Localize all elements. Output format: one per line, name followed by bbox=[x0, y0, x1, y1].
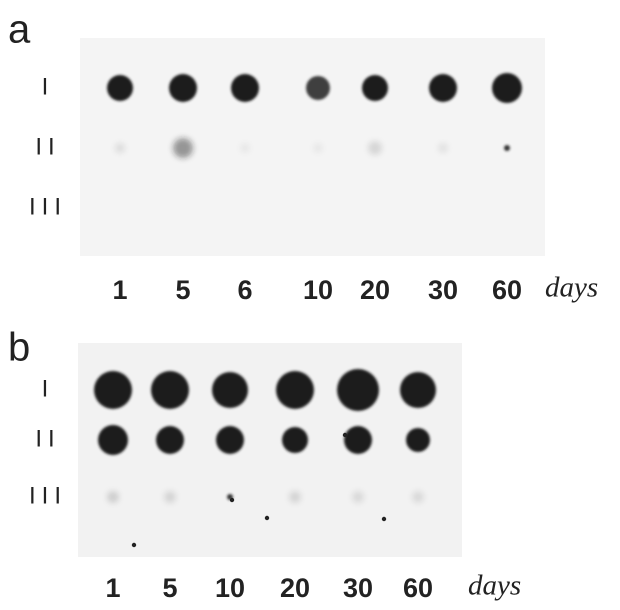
speck bbox=[132, 543, 136, 547]
blot-spot bbox=[173, 138, 193, 158]
column-label: 20 bbox=[360, 275, 390, 305]
blot-spot bbox=[231, 74, 259, 102]
blot-spot bbox=[406, 428, 430, 452]
blot-spot bbox=[282, 427, 308, 453]
column-label: 30 bbox=[343, 573, 373, 603]
row-label: III bbox=[29, 482, 67, 509]
blot-spot bbox=[504, 145, 510, 151]
blot-b bbox=[78, 343, 462, 557]
figure: a b days days IIIIII15610203060IIIIII151… bbox=[0, 0, 620, 610]
blot-spot bbox=[240, 143, 250, 153]
blot-spot bbox=[164, 491, 176, 503]
blot-a bbox=[80, 38, 545, 256]
column-label: 10 bbox=[303, 275, 333, 305]
blot-spot bbox=[212, 372, 248, 408]
blot-spot bbox=[429, 74, 457, 102]
blot-spot bbox=[151, 371, 189, 409]
blot-spot bbox=[368, 141, 382, 155]
column-label: 5 bbox=[175, 275, 190, 305]
blot-spot bbox=[107, 491, 119, 503]
blot-spot bbox=[313, 143, 323, 153]
unit-label: days bbox=[468, 570, 521, 602]
column-label: 30 bbox=[428, 275, 458, 305]
blot-spot bbox=[492, 73, 522, 103]
row-label: I bbox=[42, 375, 55, 402]
panel-label: a bbox=[8, 8, 31, 52]
blot-spot bbox=[362, 75, 388, 101]
blot-spot bbox=[289, 491, 301, 503]
column-label: 5 bbox=[162, 573, 177, 603]
blot-spot bbox=[94, 371, 132, 409]
row-label: II bbox=[35, 425, 60, 452]
blot-spot bbox=[344, 426, 372, 454]
column-label: 60 bbox=[492, 275, 522, 305]
blot-spot bbox=[400, 372, 436, 408]
blot-spot bbox=[156, 426, 184, 454]
speck bbox=[265, 516, 269, 520]
blot-spot bbox=[98, 425, 128, 455]
speck bbox=[382, 517, 386, 521]
column-label: 1 bbox=[112, 275, 127, 305]
column-label: 60 bbox=[403, 573, 433, 603]
blot-spot bbox=[115, 143, 125, 153]
blot-spot bbox=[107, 75, 133, 101]
row-label: I bbox=[42, 73, 55, 100]
blot-spot bbox=[352, 491, 364, 503]
blot-spot bbox=[306, 76, 330, 100]
column-label: 10 bbox=[215, 573, 245, 603]
panel-label: b bbox=[8, 326, 30, 370]
column-label: 6 bbox=[237, 275, 252, 305]
row-label: III bbox=[29, 193, 67, 220]
blot-spot bbox=[438, 143, 448, 153]
column-label: 20 bbox=[280, 573, 310, 603]
speck bbox=[343, 433, 347, 437]
blot-spot bbox=[216, 426, 244, 454]
blot-spot bbox=[169, 74, 197, 102]
unit-label: days bbox=[545, 272, 598, 304]
blot-spot bbox=[412, 491, 424, 503]
column-label: 1 bbox=[105, 573, 120, 603]
row-label: II bbox=[35, 133, 60, 160]
blot-spot bbox=[276, 371, 314, 409]
speck bbox=[230, 498, 234, 502]
blot-spot bbox=[337, 369, 379, 411]
